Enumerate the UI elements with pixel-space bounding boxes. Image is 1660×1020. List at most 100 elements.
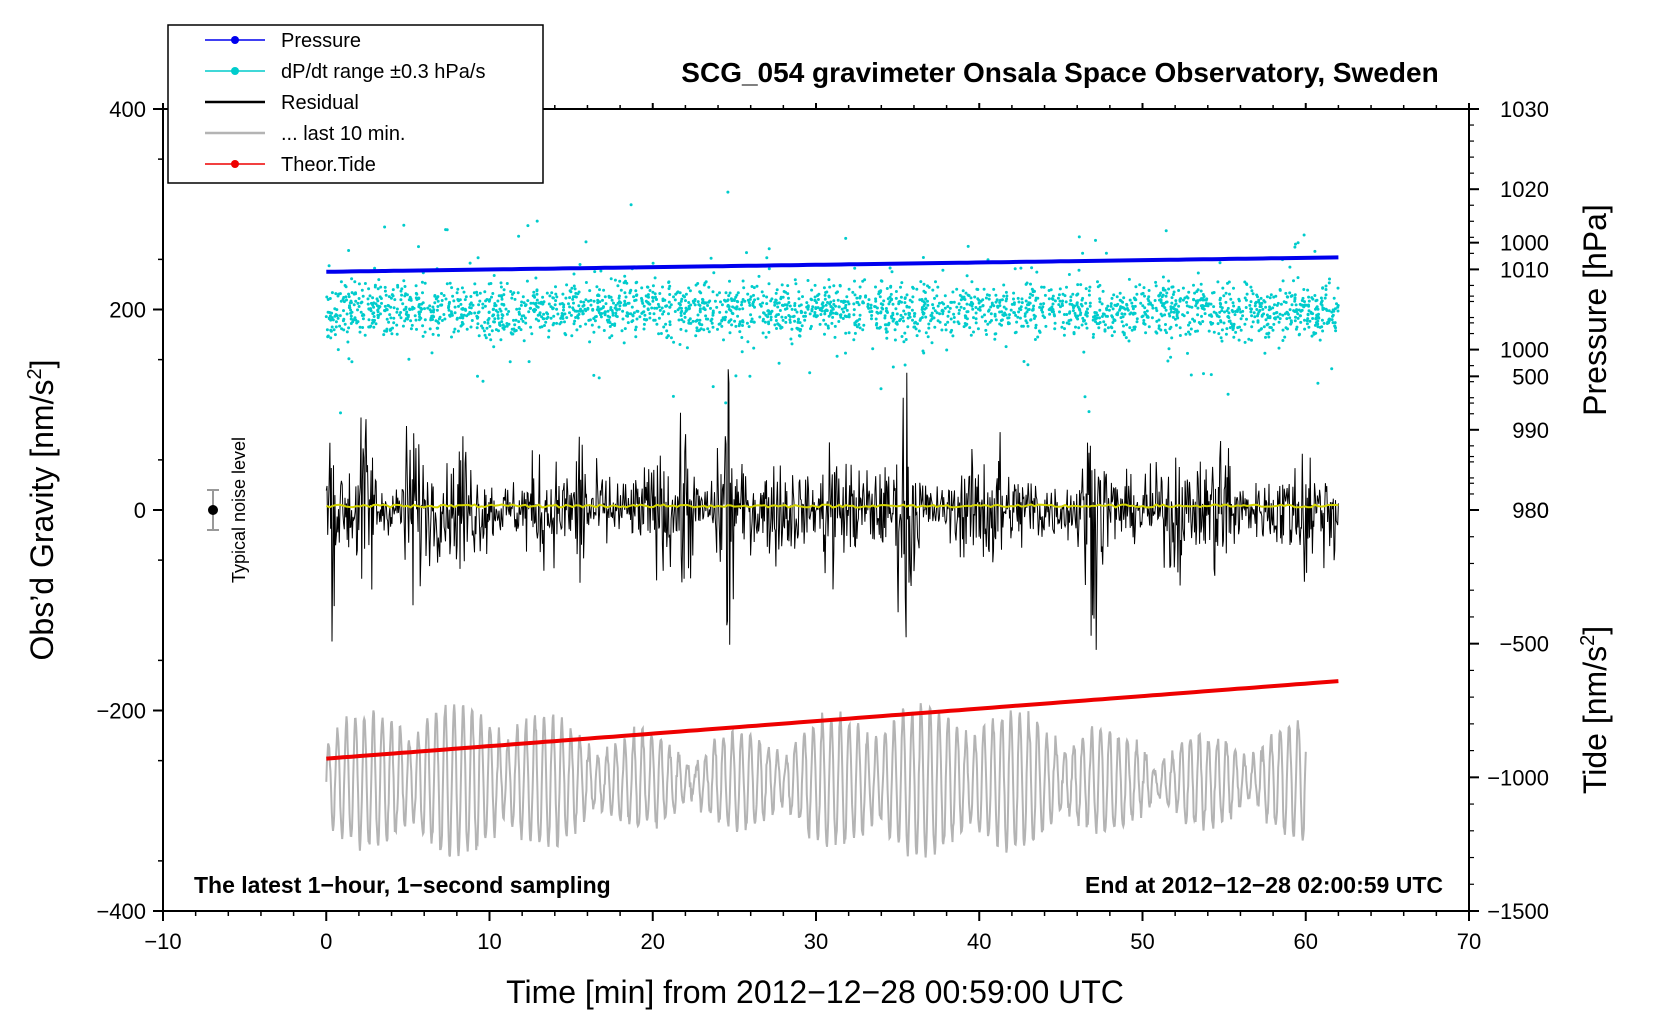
dpdt-point: [921, 256, 925, 259]
dpdt-point: [436, 299, 440, 303]
dpdt-point: [385, 327, 389, 331]
dpdt-point: [1250, 289, 1254, 293]
dpdt-point: [1217, 332, 1221, 336]
dpdt-point: [741, 298, 745, 301]
dpdt-point: [1141, 291, 1145, 295]
dpdt-point: [974, 311, 978, 315]
dpdt-point: [1289, 319, 1293, 323]
dpdt-point: [349, 317, 353, 321]
dpdt-point: [353, 316, 357, 320]
dpdt-point: [889, 292, 893, 296]
dpdt-point: [1264, 305, 1268, 309]
dpdt-point: [1328, 277, 1331, 281]
dpdt-point: [681, 294, 685, 298]
dpdt-point: [1303, 318, 1306, 322]
dpdt-point: [1208, 313, 1211, 317]
dpdt-point: [653, 318, 657, 322]
dpdt-point: [752, 346, 756, 350]
dpdt-point: [1273, 303, 1276, 307]
dpdt-point: [694, 319, 698, 323]
dpdt-point: [641, 310, 645, 314]
dpdt-point: [1034, 323, 1038, 327]
dpdt-point: [354, 291, 357, 295]
dpdt-point: [1244, 306, 1248, 309]
dpdt-point: [751, 302, 755, 306]
dpdt-point: [933, 296, 936, 300]
dpdt-point: [782, 290, 786, 293]
dpdt-point: [550, 291, 554, 295]
dpdt-point: [1002, 305, 1006, 309]
dpdt-point: [998, 322, 1002, 326]
dpdt-point: [563, 332, 567, 335]
dpdt-point: [750, 285, 754, 288]
dpdt-point: [330, 291, 334, 295]
dpdt-point: [1245, 317, 1248, 321]
dpdt-point: [924, 331, 928, 335]
dpdt-point: [559, 316, 563, 320]
dpdt-point: [747, 301, 751, 305]
dpdt-point: [500, 297, 504, 301]
dpdt-point: [762, 294, 766, 298]
dpdt-point: [777, 361, 781, 365]
dpdt-point: [1077, 235, 1081, 239]
dpdt-point: [442, 294, 446, 297]
dpdt-point: [534, 301, 538, 305]
dpdt-point: [491, 314, 495, 318]
dpdt-point: [645, 294, 649, 298]
dpdt-point: [535, 292, 539, 296]
dpdt-point: [790, 327, 794, 331]
dpdt-point: [1316, 319, 1320, 323]
dpdt-point: [767, 267, 771, 271]
dpdt-point: [1302, 233, 1306, 237]
dpdt-point: [392, 321, 396, 325]
dpdt-point: [824, 291, 828, 294]
dpdt-point: [1269, 326, 1273, 330]
dpdt-point: [881, 303, 885, 307]
dpdt-point: [1070, 303, 1074, 306]
dpdt-point: [612, 301, 615, 305]
dpdt-point: [741, 279, 745, 283]
dpdt-point: [592, 373, 596, 377]
dpdt-point: [450, 335, 453, 339]
dpdt-point: [891, 311, 895, 315]
dpdt-point: [1225, 309, 1229, 313]
dpdt-point: [408, 308, 412, 312]
dpdt-point: [841, 317, 845, 320]
dpdt-point: [926, 303, 930, 307]
dpdt-point: [478, 299, 482, 303]
dpdt-point: [487, 333, 491, 337]
dpdt-point: [995, 298, 999, 302]
dpdt-point: [1138, 283, 1142, 287]
dpdt-point: [944, 328, 948, 332]
dpdt-point: [392, 306, 396, 310]
dpdt-point: [749, 320, 753, 323]
dpdt-point: [720, 324, 724, 328]
dpdt-point: [399, 311, 403, 314]
dpdt-point: [571, 295, 575, 299]
dpdt-point: [430, 351, 434, 355]
dpdt-point: [595, 285, 599, 289]
dpdt-point: [468, 306, 472, 309]
dpdt-point: [747, 325, 751, 329]
dpdt-point: [685, 346, 689, 350]
dpdt-point: [1168, 314, 1172, 318]
dpdt-point: [1299, 314, 1302, 318]
dpdt-point: [1203, 312, 1207, 316]
dpdt-point: [532, 290, 536, 294]
dpdt-point: [950, 328, 954, 332]
dpdt-point: [522, 301, 526, 305]
tide-line: [326, 679, 1339, 761]
x-tick-label: 20: [641, 929, 665, 954]
dpdt-point: [610, 334, 614, 338]
dpdt-point: [499, 285, 503, 289]
dpdt-point: [634, 281, 638, 285]
dpdt-point: [1002, 283, 1006, 287]
dpdt-point: [1174, 302, 1178, 306]
dpdt-point: [1032, 317, 1036, 320]
dpdt-point: [376, 287, 380, 291]
dpdt-point: [1221, 286, 1225, 290]
dpdt-point: [1044, 324, 1048, 328]
dpdt-point: [1016, 315, 1020, 319]
dpdt-point: [852, 338, 856, 342]
dpdt-point: [1241, 314, 1245, 318]
